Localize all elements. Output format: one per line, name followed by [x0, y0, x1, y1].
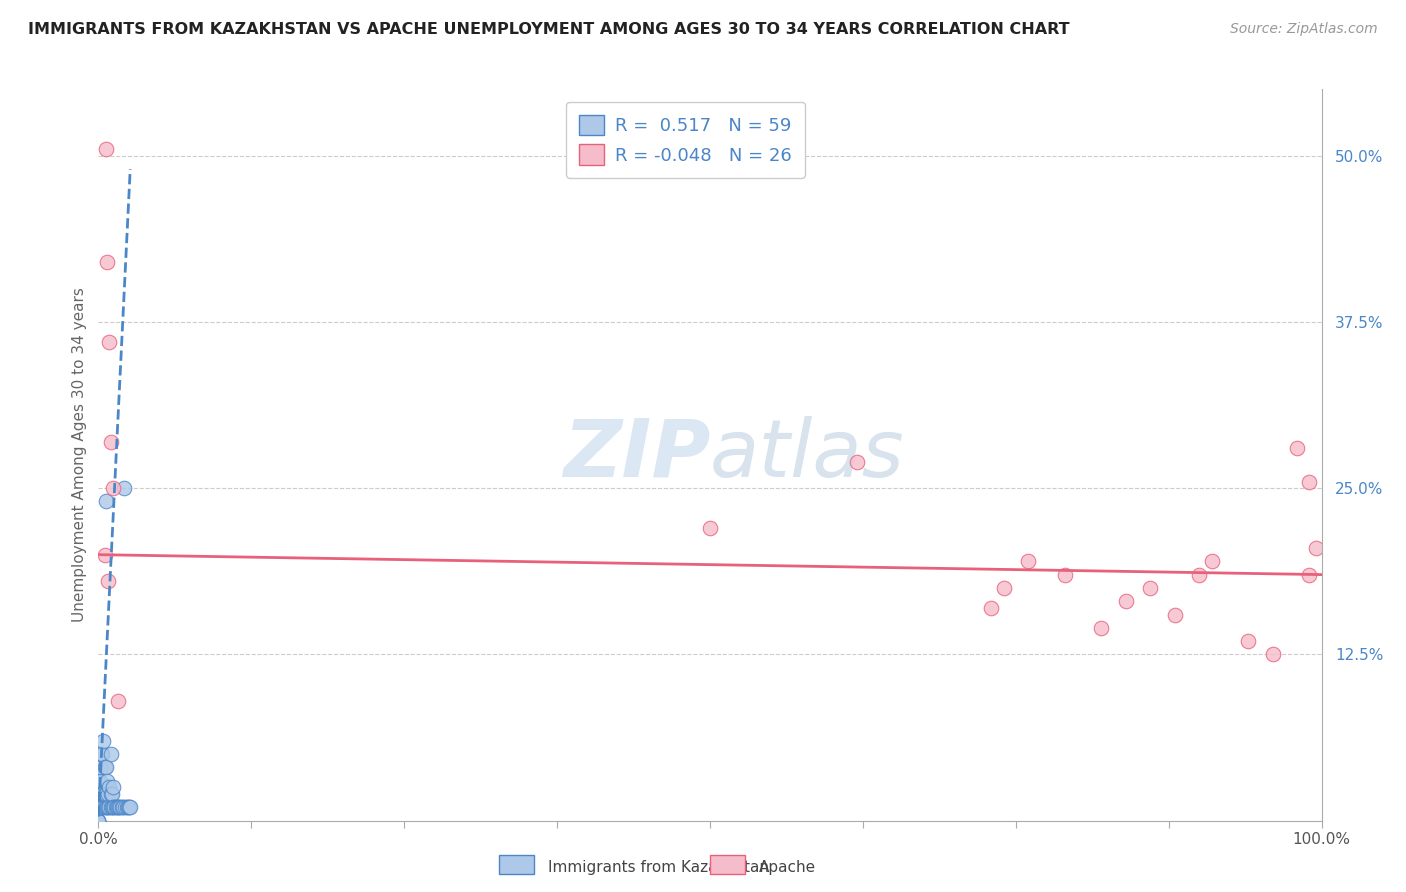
Point — [87, 814, 110, 828]
Point — [100, 747, 122, 761]
Point — [107, 800, 129, 814]
Point — [91, 734, 114, 748]
Point — [111, 800, 134, 814]
Text: atlas: atlas — [710, 416, 905, 494]
Point — [96, 255, 118, 269]
Point — [845, 454, 868, 468]
Point — [87, 800, 110, 814]
Point — [97, 787, 120, 801]
Text: Immigrants from Kazakhstan: Immigrants from Kazakhstan — [548, 860, 769, 874]
Point — [87, 787, 110, 801]
Point — [1237, 634, 1260, 648]
Point — [1115, 594, 1137, 608]
Point — [101, 780, 124, 795]
Point — [110, 800, 132, 814]
Point — [1090, 621, 1112, 635]
Point — [98, 334, 121, 349]
Point — [89, 760, 111, 774]
Point — [97, 574, 120, 589]
Point — [98, 800, 121, 814]
Point — [87, 773, 110, 788]
Text: Source: ZipAtlas.com: Source: ZipAtlas.com — [1230, 22, 1378, 37]
Point — [91, 787, 114, 801]
Point — [1164, 607, 1187, 622]
Point — [96, 800, 118, 814]
Point — [94, 787, 117, 801]
Point — [94, 760, 117, 774]
Point — [87, 814, 110, 828]
Point — [699, 521, 721, 535]
Point — [90, 787, 112, 801]
Point — [117, 800, 139, 814]
Point — [93, 548, 115, 562]
Point — [101, 481, 124, 495]
Point — [91, 800, 114, 814]
Point — [120, 800, 142, 814]
Point — [1017, 554, 1039, 568]
Point — [1298, 567, 1320, 582]
Y-axis label: Unemployment Among Ages 30 to 34 years: Unemployment Among Ages 30 to 34 years — [72, 287, 87, 623]
Point — [101, 787, 124, 801]
Point — [107, 694, 129, 708]
Point — [87, 814, 110, 828]
Point — [980, 600, 1002, 615]
Text: ZIP: ZIP — [562, 416, 710, 494]
Point — [97, 800, 120, 814]
Point — [91, 800, 114, 814]
Point — [93, 760, 115, 774]
Point — [108, 800, 131, 814]
Point — [93, 787, 115, 801]
Point — [94, 494, 117, 508]
Point — [87, 800, 110, 814]
Point — [96, 773, 118, 788]
Point — [1261, 648, 1284, 662]
Point — [111, 800, 134, 814]
Point — [90, 800, 112, 814]
Point — [1053, 567, 1076, 582]
Point — [98, 780, 121, 795]
Text: IMMIGRANTS FROM KAZAKHSTAN VS APACHE UNEMPLOYMENT AMONG AGES 30 TO 34 YEARS CORR: IMMIGRANTS FROM KAZAKHSTAN VS APACHE UNE… — [28, 22, 1070, 37]
Point — [1298, 475, 1320, 489]
Point — [94, 800, 117, 814]
Point — [105, 800, 128, 814]
Point — [89, 787, 111, 801]
Point — [114, 800, 136, 814]
Point — [993, 581, 1015, 595]
Point — [104, 800, 127, 814]
Point — [103, 800, 125, 814]
Point — [91, 787, 114, 801]
Point — [91, 747, 114, 761]
Legend: R =  0.517   N = 59, R = -0.048   N = 26: R = 0.517 N = 59, R = -0.048 N = 26 — [567, 102, 804, 178]
Point — [1139, 581, 1161, 595]
Point — [87, 814, 110, 828]
Point — [93, 800, 115, 814]
Point — [101, 800, 124, 814]
Point — [1286, 442, 1309, 456]
Point — [101, 800, 124, 814]
Point — [115, 800, 138, 814]
Point — [1188, 567, 1211, 582]
Point — [89, 800, 111, 814]
Point — [87, 787, 110, 801]
Point — [1305, 541, 1327, 555]
Point — [89, 800, 111, 814]
Point — [94, 142, 117, 156]
Point — [100, 434, 122, 449]
Point — [87, 800, 110, 814]
Point — [90, 747, 112, 761]
Text: Apache: Apache — [759, 860, 817, 874]
Point — [1201, 554, 1223, 568]
Point — [118, 800, 141, 814]
Point — [112, 481, 135, 495]
Point — [100, 787, 122, 801]
Point — [89, 773, 111, 788]
Point — [100, 800, 122, 814]
Point — [87, 760, 110, 774]
